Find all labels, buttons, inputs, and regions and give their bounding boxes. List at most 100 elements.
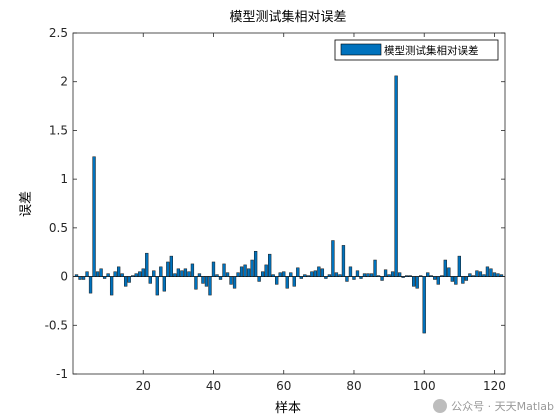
bar-110 bbox=[457, 255, 461, 277]
bar-45 bbox=[229, 276, 233, 285]
bar-81 bbox=[355, 270, 360, 277]
x-tick-label: 100 bbox=[413, 379, 436, 393]
bar-60 bbox=[282, 271, 286, 277]
bar-37 bbox=[201, 276, 205, 284]
legend-label: 模型测试集相对误差 bbox=[384, 44, 479, 57]
bar-32 bbox=[183, 268, 188, 277]
bar-12 bbox=[113, 271, 117, 277]
bar-28 bbox=[169, 255, 173, 277]
y-axis-label: 误差 bbox=[19, 191, 34, 217]
bar-43 bbox=[222, 263, 226, 277]
bar-16 bbox=[127, 276, 131, 283]
bar-113 bbox=[468, 273, 472, 277]
bar-14 bbox=[120, 273, 124, 277]
bar-75 bbox=[334, 272, 339, 277]
bar-53 bbox=[257, 276, 261, 282]
bar-89 bbox=[383, 269, 388, 277]
bar-79 bbox=[348, 266, 353, 277]
bar-56 bbox=[268, 253, 272, 277]
bar-67 bbox=[306, 275, 310, 277]
bar-68 bbox=[310, 271, 314, 277]
bar-71 bbox=[320, 268, 325, 277]
bar-57 bbox=[271, 274, 275, 277]
bar-118 bbox=[485, 266, 490, 277]
bar-80 bbox=[352, 276, 356, 280]
bar-47 bbox=[236, 272, 240, 277]
bar-36 bbox=[197, 273, 202, 277]
axes-frame bbox=[72, 32, 506, 375]
bar-24 bbox=[155, 276, 159, 296]
bar-97 bbox=[412, 276, 416, 287]
bar-93 bbox=[397, 272, 402, 277]
bar-46 bbox=[232, 276, 237, 289]
bar-101 bbox=[426, 272, 430, 277]
bar-30 bbox=[176, 268, 181, 277]
bar-17 bbox=[131, 275, 135, 277]
bar-117 bbox=[482, 274, 486, 277]
bar-9 bbox=[102, 276, 107, 279]
bar-83 bbox=[362, 273, 367, 277]
y-tick-label: 2.5 bbox=[49, 26, 68, 40]
bar-112 bbox=[464, 276, 469, 281]
bar-87 bbox=[376, 275, 381, 277]
bar-72 bbox=[324, 276, 328, 279]
bar-6 bbox=[92, 156, 96, 277]
bar-61 bbox=[285, 276, 289, 289]
bar-94 bbox=[401, 276, 405, 278]
y-tick-label: -0.5 bbox=[45, 318, 68, 332]
x-tick-label: 40 bbox=[206, 379, 221, 393]
y-tick-label: 1 bbox=[60, 172, 68, 186]
bar-7 bbox=[95, 271, 100, 277]
bar-84 bbox=[366, 273, 370, 277]
bar-92 bbox=[394, 75, 398, 277]
watermark-text: 公众号 · 天天Matlab bbox=[451, 400, 554, 413]
y-tick-label: -1 bbox=[56, 367, 68, 381]
bar-58 bbox=[275, 276, 279, 285]
wechat-icon bbox=[433, 399, 448, 413]
bar-99 bbox=[419, 275, 423, 277]
bar-39 bbox=[208, 276, 212, 296]
bar-121 bbox=[496, 273, 500, 277]
bar-41 bbox=[215, 274, 219, 277]
bar-119 bbox=[489, 268, 493, 277]
bar-70 bbox=[317, 266, 321, 277]
bar-22 bbox=[148, 276, 152, 284]
y-tick-label: 0 bbox=[60, 270, 68, 284]
bar-120 bbox=[492, 272, 497, 277]
bar-59 bbox=[278, 272, 282, 277]
bar-115 bbox=[475, 270, 479, 277]
bar-33 bbox=[187, 271, 191, 277]
bar-98 bbox=[415, 276, 419, 289]
x-tick-label: 60 bbox=[276, 379, 291, 393]
bar-11 bbox=[109, 276, 114, 296]
bar-38 bbox=[204, 276, 209, 287]
bar-10 bbox=[106, 273, 110, 277]
bar-74 bbox=[331, 240, 335, 277]
x-axis-label: 样本 bbox=[275, 401, 301, 416]
bar-19 bbox=[138, 271, 142, 277]
x-tick-label: 80 bbox=[346, 379, 361, 393]
bar-40 bbox=[211, 261, 216, 277]
watermark: 公众号 · 天天Matlab bbox=[433, 398, 554, 414]
bar-5 bbox=[88, 276, 93, 294]
bar-49 bbox=[243, 264, 247, 277]
legend: 模型测试集相对误差 bbox=[334, 39, 499, 61]
bar-35 bbox=[194, 276, 198, 290]
bar-51 bbox=[250, 259, 254, 277]
bar-108 bbox=[450, 276, 454, 282]
bar-95 bbox=[405, 275, 409, 277]
y-tick-label: 0.5 bbox=[49, 221, 68, 235]
bar-114 bbox=[471, 275, 476, 277]
bar-50 bbox=[246, 268, 251, 277]
bar-3 bbox=[81, 276, 86, 280]
bar-82 bbox=[359, 276, 363, 279]
bar-63 bbox=[292, 276, 296, 287]
legend-swatch bbox=[340, 43, 382, 56]
bar-48 bbox=[239, 266, 244, 277]
bar-69 bbox=[313, 270, 317, 277]
bar-77 bbox=[341, 245, 346, 277]
bar-111 bbox=[461, 276, 465, 284]
bar-4 bbox=[85, 271, 89, 277]
bar-103 bbox=[433, 276, 437, 280]
